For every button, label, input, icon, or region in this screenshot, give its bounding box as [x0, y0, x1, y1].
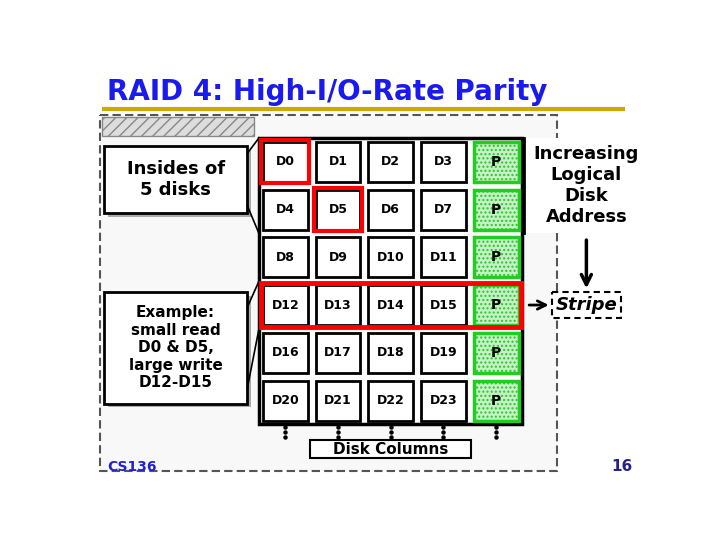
Bar	[263, 142, 307, 182]
Bar	[474, 333, 518, 373]
Bar	[315, 237, 361, 278]
Bar	[474, 237, 518, 278]
Text: D4: D4	[276, 203, 294, 216]
Bar	[368, 381, 413, 421]
Text: D0: D0	[276, 156, 294, 168]
Bar	[368, 333, 413, 373]
Bar	[368, 142, 413, 182]
Text: D1: D1	[328, 156, 348, 168]
Text: D20: D20	[271, 394, 300, 407]
Text: Increasing
Logical
Disk
Address: Increasing Logical Disk Address	[534, 145, 639, 226]
Bar	[421, 142, 466, 182]
Bar	[263, 381, 307, 421]
Text: P: P	[491, 251, 501, 264]
Text: D14: D14	[377, 299, 405, 312]
Bar	[263, 285, 307, 325]
Text: CS136: CS136	[107, 460, 156, 474]
Text: D8: D8	[276, 251, 294, 264]
Text: P: P	[491, 394, 501, 408]
Text: RAID 4: High-I/O-Rate Parity: RAID 4: High-I/O-Rate Parity	[107, 78, 547, 106]
Bar	[524, 138, 639, 233]
Bar	[421, 190, 466, 230]
Bar	[474, 285, 518, 325]
Bar	[104, 292, 248, 403]
Text: 16: 16	[611, 459, 632, 474]
Bar	[100, 115, 557, 470]
Text: D2: D2	[381, 156, 400, 168]
Bar	[474, 142, 518, 182]
Bar	[263, 237, 307, 278]
Bar	[315, 190, 361, 230]
Bar	[108, 150, 251, 217]
Bar	[108, 296, 251, 408]
Text: D19: D19	[430, 346, 457, 359]
Text: P: P	[491, 298, 501, 312]
Bar	[421, 237, 466, 278]
Text: P: P	[491, 346, 501, 360]
Bar	[259, 138, 523, 424]
Bar	[104, 146, 248, 213]
Text: D13: D13	[324, 299, 352, 312]
Text: D16: D16	[271, 346, 299, 359]
Text: Insides of
5 disks: Insides of 5 disks	[127, 160, 225, 199]
Text: D7: D7	[434, 203, 453, 216]
Bar	[263, 333, 307, 373]
Bar	[314, 188, 362, 231]
Bar	[474, 381, 518, 421]
Text: D9: D9	[328, 251, 348, 264]
Bar	[315, 333, 361, 373]
Bar	[261, 283, 521, 327]
Text: Example:
small read
D0 & D5,
large write
D12-D15: Example: small read D0 & D5, large write…	[129, 306, 222, 390]
Bar	[368, 285, 413, 325]
Bar	[421, 285, 466, 325]
Bar	[552, 292, 621, 318]
Bar	[102, 117, 253, 136]
Bar	[368, 190, 413, 230]
Text: D17: D17	[324, 346, 352, 359]
Text: D15: D15	[430, 299, 457, 312]
Bar	[315, 142, 361, 182]
Bar	[421, 333, 466, 373]
Text: D5: D5	[328, 203, 348, 216]
Bar	[368, 237, 413, 278]
Text: D6: D6	[382, 203, 400, 216]
Text: Disk Columns: Disk Columns	[333, 442, 449, 456]
Text: D18: D18	[377, 346, 405, 359]
Text: D21: D21	[324, 394, 352, 407]
Text: Stripe: Stripe	[556, 296, 617, 314]
Text: D10: D10	[377, 251, 405, 264]
Text: D12: D12	[271, 299, 300, 312]
Bar	[315, 285, 361, 325]
Bar	[421, 381, 466, 421]
Bar	[310, 440, 472, 458]
Bar	[315, 381, 361, 421]
Text: D23: D23	[430, 394, 457, 407]
Bar	[263, 190, 307, 230]
Bar	[261, 140, 310, 184]
Text: P: P	[491, 202, 501, 217]
Text: D3: D3	[434, 156, 453, 168]
Text: P: P	[491, 155, 501, 169]
Text: D22: D22	[377, 394, 405, 407]
Text: D11: D11	[430, 251, 457, 264]
Bar	[474, 190, 518, 230]
